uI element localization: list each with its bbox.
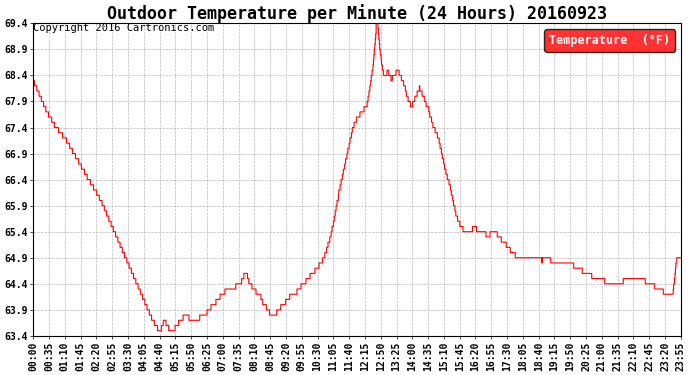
Legend: Temperature  (°F): Temperature (°F)	[544, 29, 675, 52]
Text: Copyright 2016 Cartronics.com: Copyright 2016 Cartronics.com	[33, 23, 215, 33]
Title: Outdoor Temperature per Minute (24 Hours) 20160923: Outdoor Temperature per Minute (24 Hours…	[107, 4, 607, 23]
